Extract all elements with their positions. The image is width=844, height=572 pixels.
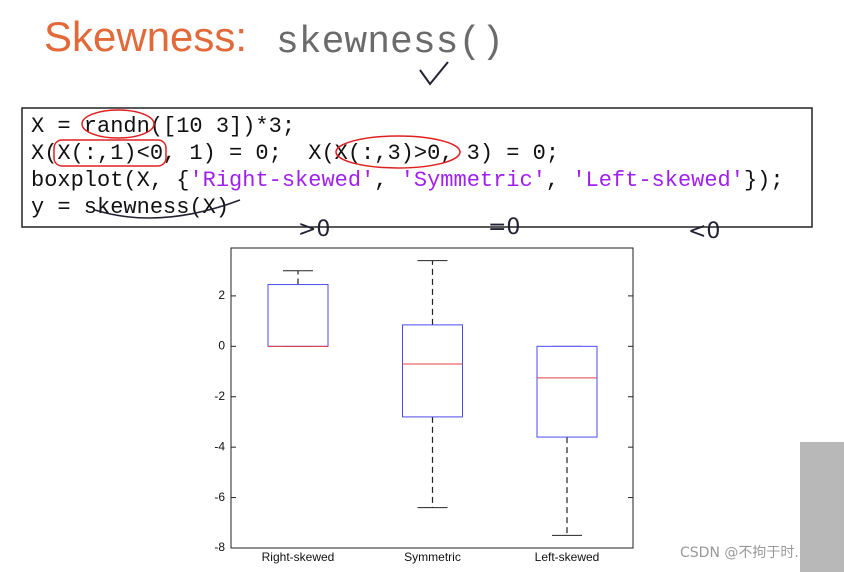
code-token: 'Symmetric' <box>401 168 546 193</box>
watermark: CSDN @不拘于时. <box>680 545 799 561</box>
code-token: boxplot(X, { <box>31 168 189 193</box>
y-tick-label: 0 <box>218 338 225 352</box>
code-token: 'Right-skewed' <box>189 168 374 193</box>
code-token: , <box>374 168 400 193</box>
code-token: X(X(:,1)<0, 1) = 0; X(X(:,3)>0, 3) = 0; <box>31 141 559 166</box>
code-token: , <box>546 168 572 193</box>
y-tick-label: -8 <box>214 540 225 554</box>
webcam-overlay <box>800 442 844 572</box>
code-token: X = randn([10 3])*3; <box>31 114 295 139</box>
box <box>536 345 598 438</box>
code-line: X(X(:,1)<0, 1) = 0; X(X(:,3)>0, 3) = 0; <box>31 141 559 166</box>
check-mark <box>419 61 449 86</box>
y-tick-label: -2 <box>214 389 225 403</box>
code-line: boxplot(X, {'Right-skewed', 'Symmetric',… <box>31 168 784 193</box>
code-token: 'Left-skewed' <box>572 168 744 193</box>
boxplot: -8 -6 -4 -2 0 2 Right-skewed Symmetric Left-skew… <box>214 260 633 564</box>
code-line: y = skewness(X) <box>31 195 229 220</box>
highlight-circle <box>53 139 167 167</box>
code-token: y = skewness(X) <box>31 195 229 220</box>
y-tick-label: -6 <box>214 490 225 504</box>
pen-stroke <box>94 199 241 219</box>
code-token: }); <box>744 168 784 193</box>
slide-title: Skewness: <box>44 13 247 60</box>
code-line: X = randn([10 3])*3; <box>31 114 295 139</box>
box <box>267 284 329 347</box>
slide-title-code: skewness() <box>276 21 504 64</box>
highlight-circle <box>335 135 461 169</box>
box <box>402 324 463 418</box>
x-tick-label: Symmetric <box>404 550 461 564</box>
x-tick-label: Left-skewed <box>535 550 600 564</box>
y-tick-label: 2 <box>218 288 225 302</box>
code-block: X = randn([10 3])*3;X(X(:,1)<0, 1) = 0; … <box>31 114 784 220</box>
highlight-circle <box>81 109 155 139</box>
y-tick-label: -4 <box>214 439 225 453</box>
annotation: <0 <box>688 219 720 244</box>
annotation: >0 <box>298 217 330 242</box>
x-tick-label: Right-skewed <box>262 550 335 564</box>
annotation: =0 <box>488 215 520 240</box>
